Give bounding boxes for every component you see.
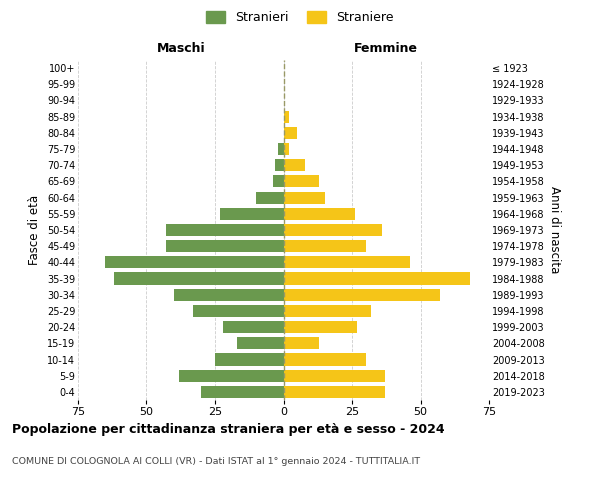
Bar [284, 176, 319, 188]
Bar [256, 192, 284, 203]
Y-axis label: Anni di nascita: Anni di nascita [548, 186, 562, 274]
Bar [284, 338, 319, 349]
Bar [284, 288, 440, 301]
Text: COMUNE DI COLOGNOLA AI COLLI (VR) - Dati ISTAT al 1° gennaio 2024 - TUTTITALIA.I: COMUNE DI COLOGNOLA AI COLLI (VR) - Dati… [12, 458, 420, 466]
Bar [284, 110, 289, 122]
Bar [284, 272, 470, 284]
Bar [106, 256, 284, 268]
Bar [284, 159, 305, 172]
Text: Popolazione per cittadinanza straniera per età e sesso - 2024: Popolazione per cittadinanza straniera p… [12, 422, 445, 436]
Text: Maschi: Maschi [157, 42, 205, 55]
Bar [284, 208, 355, 220]
Bar [284, 386, 385, 398]
Bar [275, 159, 284, 172]
Bar [284, 127, 297, 139]
Bar [284, 305, 371, 317]
Bar [215, 354, 284, 366]
Legend: Stranieri, Straniere: Stranieri, Straniere [202, 6, 398, 29]
Bar [193, 305, 284, 317]
Bar [284, 256, 410, 268]
Bar [237, 338, 284, 349]
Bar [284, 224, 382, 236]
Bar [202, 386, 284, 398]
Text: Femmine: Femmine [354, 42, 418, 55]
Bar [174, 288, 284, 301]
Bar [284, 192, 325, 203]
Bar [166, 224, 284, 236]
Bar [113, 272, 284, 284]
Bar [284, 143, 289, 155]
Bar [179, 370, 284, 382]
Bar [284, 240, 366, 252]
Bar [223, 321, 284, 333]
Bar [284, 370, 385, 382]
Bar [284, 354, 366, 366]
Bar [284, 321, 358, 333]
Bar [166, 240, 284, 252]
Bar [272, 176, 284, 188]
Bar [278, 143, 284, 155]
Bar [220, 208, 284, 220]
Y-axis label: Fasce di età: Fasce di età [28, 195, 41, 265]
